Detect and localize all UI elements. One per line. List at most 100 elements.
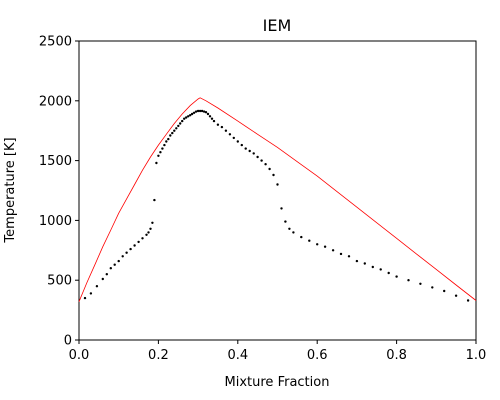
data-point — [125, 251, 128, 254]
chart-title: IEM — [263, 16, 292, 35]
data-point — [121, 255, 124, 258]
x-tick-label: 1.0 — [466, 348, 487, 363]
y-axis: 0 500 1000 1500 2000 2500 — [39, 35, 79, 349]
data-point — [347, 255, 351, 258]
data-point — [395, 275, 398, 278]
data-point — [387, 271, 390, 275]
data-point — [355, 259, 359, 263]
data-point — [151, 221, 154, 224]
data-point — [95, 285, 99, 288]
data-point — [155, 161, 158, 165]
temperature-curve — [78, 97, 477, 302]
data-point — [173, 129, 176, 132]
data-point — [268, 167, 271, 171]
data-point — [339, 252, 343, 256]
data-point — [165, 140, 168, 143]
plot-frame — [78, 40, 477, 341]
data-point — [83, 296, 87, 300]
data-point — [181, 119, 184, 123]
data-point — [149, 227, 152, 230]
data-point — [145, 233, 148, 236]
data-point — [175, 127, 178, 130]
data-point — [212, 119, 216, 123]
data-point — [248, 149, 251, 153]
data-point — [443, 289, 446, 293]
data-point — [419, 282, 422, 285]
data-point — [187, 115, 190, 118]
y-tick-label: 2000 — [39, 94, 72, 109]
data-point — [189, 114, 192, 117]
data-point — [185, 116, 188, 119]
data-point — [204, 111, 208, 114]
x-tick-label: 0.8 — [386, 348, 407, 363]
data-point — [141, 237, 144, 240]
data-point — [89, 292, 93, 295]
data-point — [171, 131, 174, 135]
data-point — [159, 151, 162, 154]
data-point — [323, 245, 327, 248]
data-point — [300, 235, 303, 239]
data-point — [272, 173, 275, 177]
data-point — [210, 117, 214, 120]
data-point — [363, 262, 366, 265]
data-point — [431, 286, 434, 289]
y-tick-label: 1500 — [39, 154, 72, 169]
data-point — [198, 109, 202, 113]
data-point — [454, 294, 458, 297]
temperature-line — [78, 97, 477, 302]
data-point — [190, 112, 194, 116]
data-point — [244, 147, 247, 150]
data-point — [202, 110, 206, 113]
y-axis-label: Temperature [K] — [3, 137, 18, 243]
data-point — [216, 123, 220, 126]
data-point — [379, 268, 382, 271]
data-point — [466, 299, 470, 302]
data-point — [224, 129, 228, 132]
data-point — [179, 122, 182, 125]
data-point — [200, 109, 204, 113]
data-point — [194, 110, 198, 113]
data-point — [183, 117, 186, 120]
y-tick-label: 2500 — [39, 35, 72, 50]
data-point — [137, 240, 140, 244]
data-point — [256, 155, 259, 159]
data-point — [308, 239, 311, 242]
data-point — [288, 227, 291, 230]
data-point — [117, 259, 120, 263]
data-point — [153, 198, 156, 202]
data-point — [133, 244, 136, 247]
y-tick-label: 1000 — [39, 214, 72, 229]
data-point — [147, 231, 150, 234]
data-point — [264, 163, 267, 166]
data-point — [161, 147, 164, 150]
data-point — [407, 279, 410, 282]
data-point — [163, 143, 166, 147]
data-point — [240, 143, 243, 147]
data-point — [206, 112, 210, 116]
data-point — [192, 111, 196, 115]
data-point — [284, 220, 287, 223]
x-tick-label: 0.4 — [227, 348, 248, 363]
x-tick-label: 0.6 — [307, 348, 328, 363]
y-tick-label: 0 — [64, 334, 72, 349]
data-point — [280, 207, 283, 210]
data-point — [167, 137, 170, 141]
data-point — [252, 152, 255, 155]
data-point — [228, 133, 232, 136]
data-point — [109, 267, 113, 270]
x-axis-label: Mixture Fraction — [225, 375, 330, 390]
data-point — [292, 231, 295, 234]
y-tick-label: 500 — [47, 274, 72, 289]
data-point — [196, 109, 200, 113]
data-point — [105, 273, 109, 276]
data-point — [220, 125, 224, 129]
data-point — [316, 243, 319, 246]
data-point — [113, 263, 116, 266]
data-point — [169, 134, 172, 137]
x-tick-label: 0.0 — [69, 348, 90, 363]
data-point — [129, 247, 132, 251]
data-point — [208, 115, 212, 118]
data-point — [236, 140, 239, 143]
data-point — [371, 265, 374, 269]
data-point — [331, 249, 335, 252]
